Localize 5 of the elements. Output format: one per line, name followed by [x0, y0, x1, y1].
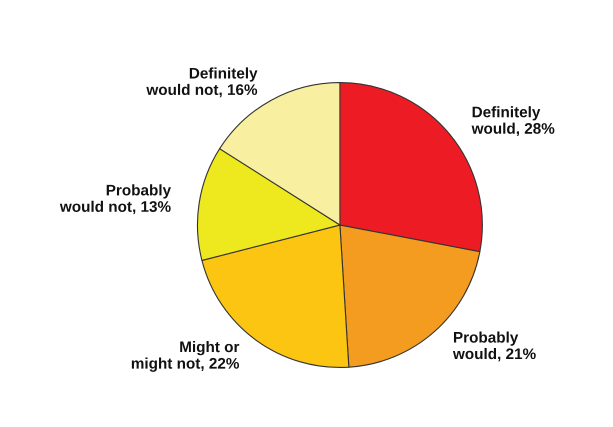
slice-label: Might or might not, 22% [132, 340, 240, 372]
slice-label: Definitely would not, 16% [146, 67, 258, 98]
slice-label: Probably would not, 13% [60, 184, 171, 214]
slice-label: Probably would, 21% [452, 331, 536, 362]
slice-label: Definitely would, 28% [472, 106, 554, 136]
